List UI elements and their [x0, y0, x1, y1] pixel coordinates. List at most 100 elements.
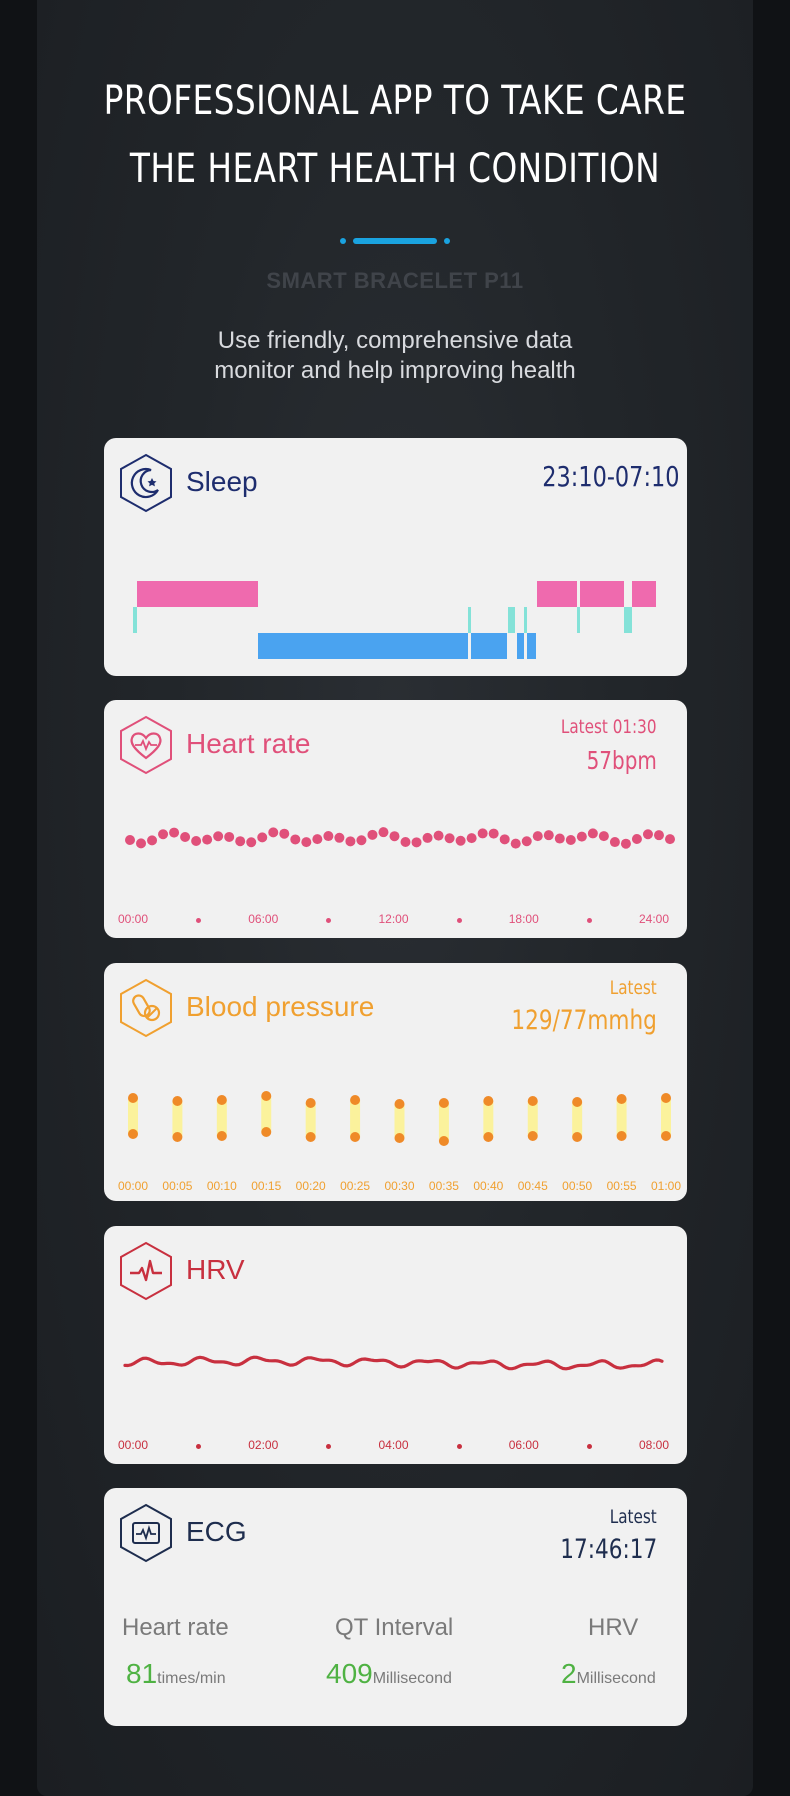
heart-rate-point	[665, 834, 675, 845]
axis-tick-label: 00:00	[117, 912, 149, 926]
heart-rate-point	[620, 838, 631, 849]
ecg-monitor-icon	[120, 1503, 172, 1563]
heart-rate-point	[466, 833, 477, 844]
divider-dot-right	[444, 238, 450, 244]
heart-rate-point	[235, 836, 246, 847]
sleep-deep-block	[577, 607, 580, 633]
ecg-stat-value: 409Millisecond	[326, 1658, 452, 1690]
heart-rate-point	[158, 829, 169, 840]
heart-rate-title: Heart rate	[186, 728, 311, 759]
hrv-chart	[123, 1355, 664, 1371]
subtitle: Use friendly, comprehensive data monitor…	[0, 326, 790, 386]
heart-rate-point	[554, 833, 565, 844]
hrv-card[interactable]: HRV 00:00 02:00 04:00 06:00 08:00	[104, 1226, 687, 1464]
sleep-deep-block	[468, 607, 471, 633]
axis-tick-label: 00:45	[517, 1179, 548, 1193]
heart-rate-point	[422, 832, 433, 843]
heart-rate-point	[246, 837, 257, 848]
moon-star-icon	[120, 453, 172, 513]
axis-tick-label: 00:00	[117, 1438, 149, 1452]
bp-systolic-point	[394, 1099, 405, 1109]
title-divider	[0, 237, 790, 245]
heart-rate-point	[136, 838, 147, 849]
heart-rate-point	[180, 831, 191, 842]
sleep-light-block	[258, 633, 468, 659]
sleep-awake-block	[137, 581, 258, 607]
ecg-stat-number: 81	[126, 1658, 158, 1689]
heart-rate-point	[356, 835, 367, 846]
bp-range-bar	[394, 1104, 405, 1138]
heart-rate-point	[587, 828, 598, 839]
sleep-awake-block	[580, 581, 624, 607]
heart-rate-point	[400, 836, 411, 847]
heart-rate-point	[411, 837, 422, 848]
blood-pressure-title: Blood pressure	[186, 991, 375, 1022]
bp-range-bar	[572, 1102, 583, 1137]
blood-pressure-latest-label: Latest	[610, 977, 657, 999]
bp-systolic-point	[527, 1096, 538, 1106]
bp-diastolic-point	[128, 1129, 138, 1139]
bp-range-bar	[527, 1101, 538, 1136]
heart-rate-point	[455, 835, 466, 846]
heart-rate-point	[213, 831, 224, 842]
heart-rate-point	[609, 837, 620, 848]
ecg-card[interactable]: ECG Latest 17:46:17 Heart rate 81times/m…	[104, 1488, 687, 1726]
heart-rate-point	[543, 830, 554, 841]
heart-rate-latest-label: Latest 01:30	[561, 716, 657, 738]
bp-diastolic-point	[216, 1131, 227, 1141]
sleep-awake-block	[632, 581, 656, 607]
bp-systolic-point	[128, 1093, 138, 1103]
bp-systolic-point	[216, 1095, 227, 1105]
bp-range-bar	[661, 1098, 671, 1136]
ecg-stat-label: Heart rate	[122, 1614, 229, 1641]
heart-rate-point	[312, 834, 323, 845]
heart-rate-point	[301, 837, 312, 848]
axis-tick-label: 00:25	[340, 1179, 371, 1193]
heart-rate-point	[565, 835, 576, 846]
ecg-stat-value: 81times/min	[126, 1658, 226, 1690]
heart-rate-card[interactable]: Heart rate Latest 01:30 57bpm 00:00 06:00…	[104, 700, 687, 938]
bp-systolic-point	[172, 1096, 183, 1106]
heart-rate-point	[334, 832, 345, 843]
bp-diastolic-point	[616, 1131, 627, 1141]
heart-rate-point	[202, 834, 213, 845]
axis-tick-label: 00:05	[162, 1179, 193, 1193]
sleep-deep-block	[524, 607, 527, 633]
blood-pressure-card[interactable]: Blood pressure Latest 129/77mmhg 00:00 00…	[104, 963, 687, 1201]
heart-rate-point	[125, 835, 135, 845]
heart-rate-point	[224, 831, 235, 842]
bp-range-bar	[438, 1103, 449, 1141]
axis-tick-label: 02:00	[248, 1438, 279, 1452]
bp-diastolic-point	[661, 1131, 671, 1141]
axis-tick-label: 04:00	[378, 1438, 409, 1452]
axis-tick-label: 06:00	[248, 912, 279, 926]
axis-tick-label: 01:00	[650, 1179, 682, 1193]
axis-tick-label: 00:00	[117, 1179, 149, 1193]
bp-range-bar	[261, 1096, 272, 1132]
ecg-latest-label: Latest	[610, 1506, 657, 1528]
axis-dot	[456, 918, 462, 923]
axis-tick-label: 24:00	[638, 912, 670, 926]
bp-diastolic-point	[261, 1127, 272, 1137]
bp-diastolic-point	[483, 1132, 494, 1142]
bp-systolic-point	[616, 1094, 627, 1104]
ecg-stat-value: 2Millisecond	[561, 1658, 656, 1690]
heart-rate-point	[488, 828, 499, 839]
heart-rate-point	[378, 827, 389, 838]
bp-systolic-point	[438, 1098, 449, 1108]
sleep-title: Sleep	[186, 466, 258, 497]
axis-tick-label: 00:20	[295, 1179, 326, 1193]
heart-rate-point	[367, 829, 378, 840]
heart-rate-point	[191, 836, 202, 847]
sleep-card[interactable]: Sleep 23:10-07:10	[104, 438, 687, 676]
axis-dot	[326, 918, 332, 923]
heart-rate-point	[576, 831, 587, 842]
heart-rate-point	[279, 828, 290, 839]
heart-rate-point	[169, 827, 180, 838]
ecg-stat-label: HRV	[588, 1614, 639, 1641]
bp-range-bar	[128, 1098, 138, 1134]
headline-line-1: PROFESSIONAL APP TO TAKE CARE	[103, 78, 687, 124]
headline-line-2: THE HEART HEALTH CONDITION	[129, 146, 661, 192]
heart-rate-point	[389, 831, 400, 842]
sleep-awake-block	[537, 581, 577, 607]
